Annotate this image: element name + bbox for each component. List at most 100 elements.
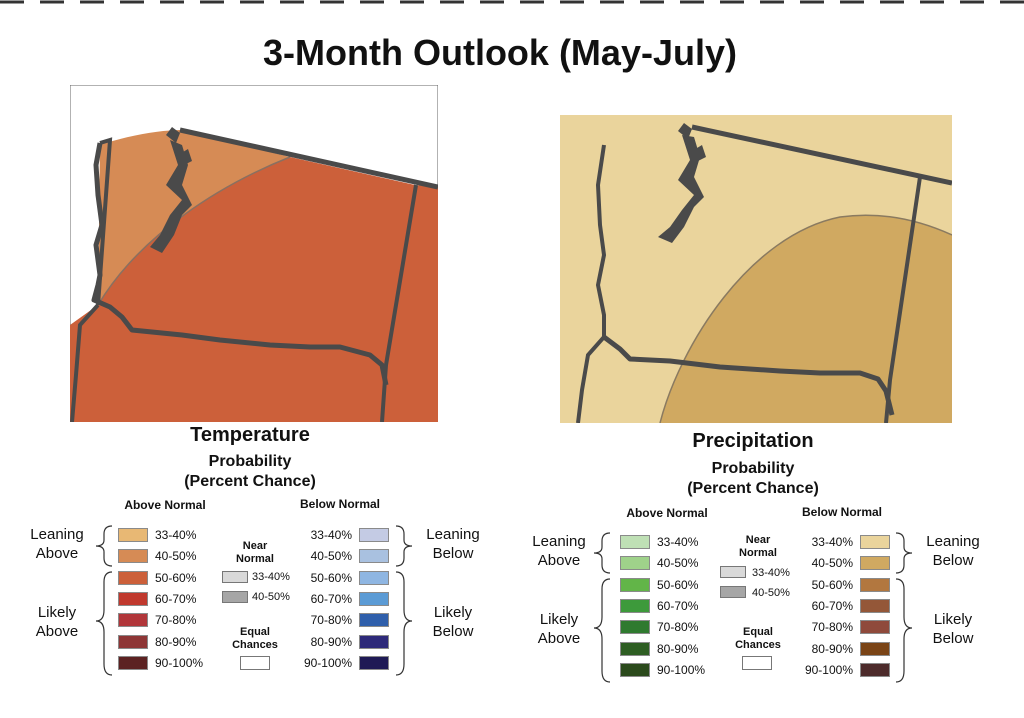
- precip-islands: [678, 123, 706, 161]
- precip-above-swatch-2: [620, 556, 650, 571]
- precip-equal-chances-label: Equal Chances: [735, 626, 781, 651]
- temperature-percent-label: (Percent Chance): [184, 473, 316, 490]
- temp-below-swatch-7: [359, 655, 389, 670]
- precip-outline-north: [691, 124, 952, 186]
- precip-above-swatch-5: [620, 620, 650, 635]
- precip-outline-east: [884, 176, 922, 423]
- temp-outline-north: [179, 127, 438, 190]
- temp-below-swatch-3: [359, 570, 389, 585]
- temp-below-label-6: 80-90%: [310, 634, 352, 649]
- precipitation-map: [560, 115, 952, 423]
- temperature-heading: Temperature: [190, 424, 310, 446]
- temp-above-label-5: 70-80%: [155, 613, 197, 628]
- precip-above-swatch-1: [620, 535, 650, 549]
- precip-leaning-above-group: Leaning Above: [532, 533, 586, 569]
- precip-likely-above-group: Likely Above: [537, 611, 581, 647]
- temp-equal-chances-label: Equal Chances: [232, 626, 278, 651]
- temp-above-swatch-6: [118, 634, 148, 649]
- precip-above-label-2: 40-50%: [657, 556, 699, 571]
- precip-outline-coast: [576, 144, 607, 423]
- precip-below-label-6: 80-90%: [811, 641, 853, 656]
- temp-likely-above-group: Likely Above: [35, 604, 79, 640]
- precip-above-label-7: 90-100%: [657, 662, 706, 677]
- precip-below-swatch-5: [860, 620, 890, 635]
- precip-outline-south: [602, 335, 895, 416]
- precip-near-swatch-2: [720, 586, 746, 598]
- precip-near-swatch-1: [720, 566, 746, 578]
- precipitation-percent-label: (Percent Chance): [687, 480, 819, 497]
- temp-likely-area: [70, 157, 438, 422]
- precip-above-normal-head: Above Normal: [626, 506, 708, 520]
- temp-above-swatch-1: [118, 528, 148, 542]
- temp-leaning-below-group: Leaning Below: [426, 526, 480, 562]
- temp-above-label-6: 80-90%: [155, 634, 197, 649]
- temp-below-swatch-2: [359, 549, 389, 564]
- temp-above-label-3: 50-60%: [155, 570, 197, 585]
- temperature-probability-label: Probability: [208, 453, 292, 470]
- precip-below-swatch-7: [860, 662, 890, 677]
- precip-below-swatch-2: [860, 556, 890, 571]
- precip-below-label-5: 70-80%: [811, 620, 853, 635]
- temp-above-normal-head: Above Normal: [124, 498, 206, 512]
- temp-leaning-area: [98, 130, 290, 305]
- temperature-map: [70, 85, 438, 422]
- precip-below-label-7: 90-100%: [804, 662, 853, 677]
- precip-below-normal-head: Below Normal: [801, 505, 882, 519]
- temp-puget-sound: [150, 140, 192, 253]
- precip-likely-below-group: Likely Below: [932, 611, 974, 647]
- precip-below-swatch-3: [860, 577, 890, 592]
- temp-near-swatch-1: [222, 571, 248, 583]
- precipitation-heading: Precipitation: [692, 430, 814, 452]
- top-dashed-border: [0, 0, 1024, 4]
- temp-near-label-2: 40-50%: [252, 591, 290, 603]
- temp-below-swatch-5: [359, 613, 389, 628]
- temp-outline-coast: [70, 137, 113, 422]
- temp-above-label-1: 33-40%: [155, 528, 197, 542]
- precip-near-label-2: 40-50%: [752, 587, 790, 599]
- precip-above-label-3: 50-60%: [657, 577, 699, 592]
- precip-puget-sound: [658, 135, 704, 243]
- temp-above-swatch-3: [118, 570, 148, 585]
- precip-below-label-3: 50-60%: [811, 577, 853, 592]
- precip-likely-area: [660, 215, 952, 423]
- precip-above-swatch-7: [620, 662, 650, 677]
- temp-below-normal-head: Below Normal: [299, 497, 380, 511]
- precipitation-probability-label: Probability: [711, 460, 795, 477]
- precip-above-label-5: 70-80%: [657, 620, 699, 635]
- precip-below-swatch-1: [860, 535, 890, 549]
- temp-above-label-7: 90-100%: [155, 655, 204, 670]
- precip-below-swatch-6: [860, 641, 890, 656]
- temp-below-label-4: 60-70%: [310, 591, 352, 606]
- temp-near-normal-label: Near Normal: [236, 540, 274, 565]
- precip-above-label-4: 60-70%: [657, 598, 699, 613]
- precip-above-swatch-4: [620, 598, 650, 613]
- precip-above-swatch-3: [620, 577, 650, 592]
- temp-equal-chances-swatch: [240, 656, 270, 670]
- precip-near-normal-label: Near Normal: [739, 534, 777, 559]
- temp-below-swatch-4: [359, 591, 389, 606]
- precip-below-swatch-4: [860, 598, 890, 613]
- temp-below-swatch-1: [359, 528, 389, 542]
- precip-leaning-below-group: Leaning Below: [926, 533, 980, 569]
- temp-leaning-above-group: Leaning Above: [30, 526, 84, 562]
- temp-above-label-2: 40-50%: [155, 549, 197, 564]
- precip-below-label-1: 33-40%: [811, 535, 853, 549]
- temp-islands: [166, 127, 192, 165]
- temp-below-label-3: 50-60%: [310, 570, 352, 585]
- precip-equal-chances-swatch: [742, 656, 772, 670]
- precip-above-label-1: 33-40%: [657, 535, 699, 549]
- precip-above-swatch-6: [620, 641, 650, 656]
- temp-below-swatch-6: [359, 634, 389, 649]
- precip-near-label-1: 33-40%: [752, 567, 790, 579]
- temp-above-swatch-7: [118, 655, 148, 670]
- temp-likely-below-group: Likely Below: [432, 604, 474, 640]
- precip-below-label-2: 40-50%: [811, 556, 853, 571]
- temp-below-label-5: 70-80%: [310, 613, 352, 628]
- precip-below-label-4: 60-70%: [811, 598, 853, 613]
- temp-below-label-7: 90-100%: [303, 655, 352, 670]
- temp-above-swatch-4: [118, 591, 148, 606]
- temp-above-swatch-5: [118, 613, 148, 628]
- temp-below-label-2: 40-50%: [310, 549, 352, 564]
- temp-above-swatch-2: [118, 549, 148, 564]
